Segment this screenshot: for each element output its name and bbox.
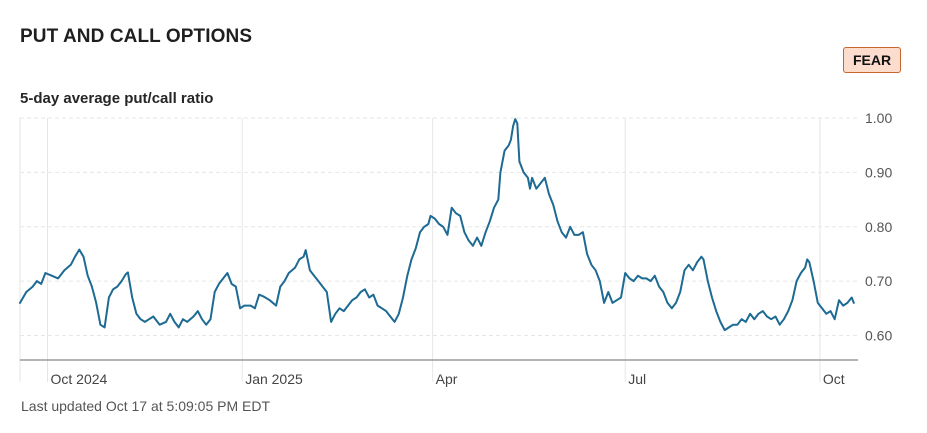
- y-tick-label: 0.60: [865, 328, 892, 344]
- chart-subtitle: 5-day average put/call ratio: [20, 90, 214, 107]
- y-tick-label: 0.80: [865, 219, 892, 235]
- x-tick-label: Apr: [436, 371, 458, 387]
- x-tick-label: Oct 2024: [51, 371, 108, 387]
- x-tick-label: Oct: [823, 371, 845, 387]
- put-call-ratio-line: [19, 118, 855, 332]
- y-tick-label: 0.70: [865, 273, 892, 289]
- y-tick-label: 0.90: [865, 164, 892, 180]
- chart-title: PUT AND CALL OPTIONS: [20, 26, 253, 47]
- y-tick-label: 1.00: [865, 110, 892, 126]
- fear-greed-badge: FEAR: [843, 47, 901, 73]
- x-tick-label: Jul: [628, 371, 646, 387]
- last-updated-text: Last updated Oct 17 at 5:09:05 PM EDT: [21, 398, 271, 414]
- x-tick-label: Jan 2025: [245, 371, 303, 387]
